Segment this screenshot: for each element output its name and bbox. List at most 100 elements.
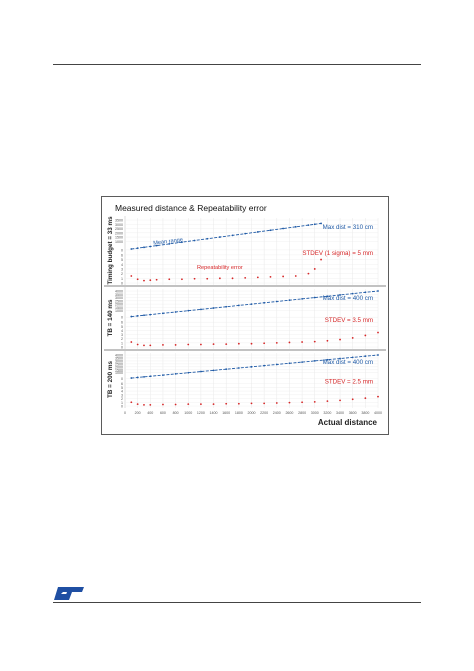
- error-point: [206, 277, 209, 280]
- error-tick-label: 6: [121, 382, 123, 386]
- error-point: [377, 331, 379, 334]
- mean-point: [168, 243, 171, 245]
- mean-point: [269, 229, 272, 232]
- error-tick-label: 2: [121, 272, 123, 276]
- stdev-label: STDEV (1 sigma) = 5 mm: [302, 250, 373, 257]
- mean-point: [301, 361, 303, 363]
- mean-point: [136, 247, 139, 250]
- mean-point: [313, 296, 316, 299]
- mean-tick-label: 2500: [115, 362, 123, 366]
- error-point: [162, 403, 164, 406]
- mean-point: [320, 222, 322, 225]
- mean-tick-label: 3000: [115, 359, 123, 363]
- error-point: [301, 341, 303, 343]
- x-tick-label: 2200: [260, 411, 268, 415]
- mean-point: [143, 314, 145, 317]
- error-point: [256, 276, 259, 279]
- x-tick-label: 200: [135, 411, 141, 415]
- mean-tick-label: 0: [121, 248, 123, 252]
- x-tick-label: 4000: [374, 411, 382, 415]
- max-dist-label: Max dist = 400 cm: [323, 359, 373, 366]
- mean-point: [377, 290, 379, 292]
- error-point: [212, 343, 215, 346]
- error-tick-label: 4: [121, 390, 123, 394]
- error-point: [313, 340, 316, 343]
- mean-point: [212, 307, 215, 309]
- error-point: [288, 341, 291, 344]
- x-tick-label: 3000: [311, 411, 319, 415]
- panel-y-label: TB = 200 ms: [107, 361, 114, 398]
- mean-point: [301, 297, 303, 300]
- error-point: [294, 275, 297, 277]
- mean-point: [149, 313, 152, 316]
- mean-point: [225, 368, 228, 371]
- mean-tick-label: 4000: [115, 354, 123, 358]
- mean-point: [218, 236, 221, 238]
- error-point: [130, 275, 133, 277]
- x-tick-label: 1600: [222, 411, 230, 415]
- error-point: [301, 401, 303, 404]
- error-point: [244, 276, 247, 279]
- error-point: [143, 279, 145, 282]
- mean-point: [237, 304, 240, 307]
- x-tick-label: 800: [173, 411, 179, 415]
- error-point: [313, 401, 316, 403]
- mean-point: [181, 241, 183, 244]
- mean-tick-label: 1500: [115, 368, 123, 372]
- mean-point: [187, 371, 190, 374]
- mean-point: [263, 364, 266, 367]
- mean-point: [162, 312, 164, 315]
- error-tick-label: 4: [121, 263, 123, 267]
- error-point: [174, 344, 177, 346]
- error-point: [351, 398, 354, 401]
- error-tick-label: 6: [121, 253, 123, 257]
- mean-point: [294, 225, 297, 228]
- mean-point: [313, 223, 316, 226]
- mean-point: [364, 291, 367, 294]
- error-point: [130, 341, 133, 343]
- error-point: [136, 343, 139, 346]
- x-tick-label: 1400: [210, 411, 218, 415]
- mean-point: [250, 303, 253, 306]
- stdev-label: STDEV = 3.5 mm: [325, 317, 373, 324]
- error-tick-label: 5: [121, 325, 123, 329]
- mean-point: [339, 357, 341, 360]
- error-point: [187, 343, 190, 346]
- x-tick-label: 3800: [361, 411, 369, 415]
- error-point: [326, 339, 329, 342]
- error-tick-label: 3: [121, 333, 123, 337]
- error-point: [326, 400, 329, 403]
- error-point: [269, 276, 272, 278]
- x-tick-label: 2800: [298, 411, 306, 415]
- chart-title: Measured distance & Repeatability error: [115, 203, 267, 213]
- max-dist-label: Max dist = 310 cm: [323, 224, 373, 231]
- max-dist-label: Max dist = 400 cm: [323, 295, 373, 302]
- mean-tick-label: 2000: [115, 303, 123, 307]
- error-point: [275, 341, 278, 344]
- mean-point: [155, 244, 158, 247]
- mean-tick-label: 0: [121, 316, 123, 320]
- mean-point: [237, 367, 240, 369]
- x-tick-label: 2000: [248, 411, 256, 415]
- mean-point: [130, 377, 133, 379]
- error-point: [377, 395, 379, 398]
- mean-tick-label: 2000: [115, 231, 123, 235]
- x-tick-label: 3200: [323, 411, 331, 415]
- error-point: [231, 277, 234, 280]
- mean-point: [250, 365, 253, 368]
- error-tick-label: 3: [121, 393, 123, 397]
- panel-y-label: TB = 140 ms: [107, 299, 114, 336]
- x-tick-label: 1000: [184, 411, 192, 415]
- error-point: [143, 344, 145, 347]
- error-point: [212, 403, 215, 406]
- error-point: [187, 403, 190, 406]
- x-tick-label: 1200: [197, 411, 205, 415]
- error-point: [200, 403, 202, 406]
- error-point: [136, 278, 139, 281]
- mean-point: [339, 294, 341, 296]
- mean-point: [200, 308, 202, 311]
- error-point: [149, 344, 152, 347]
- mean-tick-label: 2000: [115, 365, 123, 369]
- mean-point: [143, 246, 145, 249]
- error-point: [250, 342, 253, 345]
